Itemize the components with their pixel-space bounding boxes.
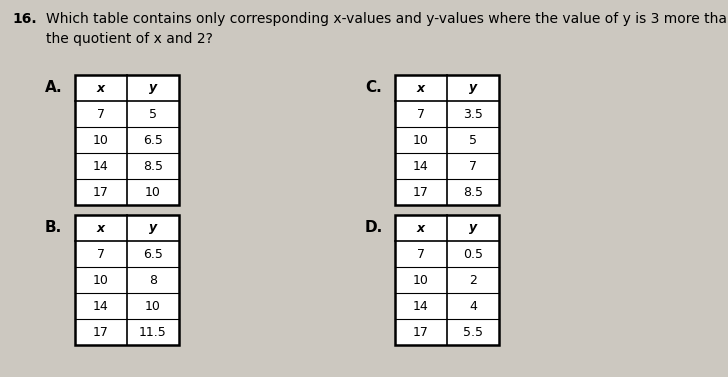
Text: 14: 14 bbox=[93, 299, 109, 313]
Text: 6.5: 6.5 bbox=[143, 247, 163, 261]
Text: 2: 2 bbox=[469, 273, 477, 287]
Text: y: y bbox=[149, 81, 157, 95]
Text: 14: 14 bbox=[93, 159, 109, 173]
Text: 10: 10 bbox=[93, 133, 109, 147]
Text: y: y bbox=[469, 222, 477, 234]
Text: 11.5: 11.5 bbox=[139, 325, 167, 339]
Text: x: x bbox=[417, 81, 425, 95]
Text: 3.5: 3.5 bbox=[463, 107, 483, 121]
Text: C.: C. bbox=[365, 81, 381, 95]
Bar bbox=[75, 215, 179, 345]
Text: 14: 14 bbox=[413, 159, 429, 173]
Text: 8.5: 8.5 bbox=[143, 159, 163, 173]
Text: D.: D. bbox=[365, 221, 383, 236]
Text: x: x bbox=[417, 222, 425, 234]
Text: 7: 7 bbox=[469, 159, 477, 173]
Text: y: y bbox=[149, 222, 157, 234]
Text: 7: 7 bbox=[417, 247, 425, 261]
Text: 17: 17 bbox=[93, 185, 109, 199]
Text: Which table contains only corresponding x-values and y-values where the value of: Which table contains only corresponding … bbox=[46, 12, 728, 46]
Text: A.: A. bbox=[45, 81, 63, 95]
Text: 7: 7 bbox=[417, 107, 425, 121]
Text: 17: 17 bbox=[413, 325, 429, 339]
Text: 6.5: 6.5 bbox=[143, 133, 163, 147]
Text: 10: 10 bbox=[93, 273, 109, 287]
Text: 0.5: 0.5 bbox=[463, 247, 483, 261]
Text: 10: 10 bbox=[145, 299, 161, 313]
Text: 4: 4 bbox=[469, 299, 477, 313]
Bar bbox=[395, 215, 499, 345]
Bar bbox=[395, 75, 499, 205]
Text: y: y bbox=[469, 81, 477, 95]
Text: 10: 10 bbox=[145, 185, 161, 199]
Text: 17: 17 bbox=[413, 185, 429, 199]
Text: 8.5: 8.5 bbox=[463, 185, 483, 199]
Text: 16.: 16. bbox=[12, 12, 36, 26]
Text: 8: 8 bbox=[149, 273, 157, 287]
Text: 10: 10 bbox=[413, 133, 429, 147]
Text: B.: B. bbox=[45, 221, 63, 236]
Text: 10: 10 bbox=[413, 273, 429, 287]
Text: 5.5: 5.5 bbox=[463, 325, 483, 339]
Text: 5: 5 bbox=[149, 107, 157, 121]
Text: 14: 14 bbox=[413, 299, 429, 313]
Text: x: x bbox=[97, 81, 105, 95]
Text: 17: 17 bbox=[93, 325, 109, 339]
Text: 7: 7 bbox=[97, 247, 105, 261]
Bar bbox=[75, 75, 179, 205]
Text: x: x bbox=[97, 222, 105, 234]
Text: 5: 5 bbox=[469, 133, 477, 147]
Text: 7: 7 bbox=[97, 107, 105, 121]
